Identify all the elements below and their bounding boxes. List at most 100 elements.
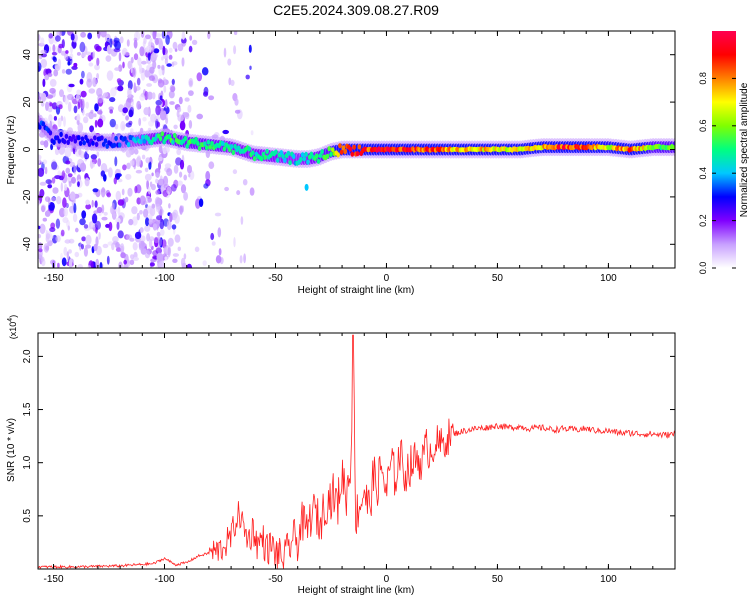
x-tick-label: -150 [44,574,64,585]
spectrogram-ridge-cell [172,132,177,139]
spectrogram-noise-cell [86,78,93,88]
spectrogram-noise-cell [76,52,81,56]
spectrogram-noise-cell [156,215,163,221]
spectrogram-noise-cell [232,169,238,175]
spectrogram-ridge-cell [229,144,234,150]
spectrogram-noise-cell [151,203,156,209]
spectrogram-noise-cell [171,184,177,192]
spectrogram-ridge-cell [80,136,85,142]
spectrogram-noise-cell [81,243,84,250]
spectrogram-noise-cell [177,43,184,52]
spectrogram-ridge-cell [64,133,69,139]
spectrogram-noise-cell [188,90,194,96]
spectrogram-noise-cell [122,61,125,69]
spectrogram-noise-cell [52,44,56,53]
spectrogram-ridge-cell [220,140,225,147]
y-tick-label: -20 [22,189,33,204]
spectrogram-noise-cell [66,251,70,260]
x-tick-label: 50 [492,574,504,585]
snr-series [38,334,675,569]
colorbar-tick-label: 0.4 [698,167,708,180]
spectrogram-noise-cell [38,234,42,239]
snr-frame [37,332,676,570]
spectrogram-noise-cell [198,198,204,207]
spectrogram-noise-cell [95,236,99,247]
spectrogram-ridge-cell [315,153,319,159]
spectrogram-noise-cell [133,37,138,42]
spectrogram-noise-cell [144,34,151,40]
spectrogram-noise-cell [67,101,72,112]
figure-title: C2E5.2024.309.08.27.R09 [273,2,439,18]
spectrogram-noise-cell [183,253,187,260]
spectrogram-noise-cell [153,48,160,54]
spectrogram-noise-cell [73,62,78,68]
spectrogram-ridge-cell [265,148,269,154]
spectrogram-ridge-cell [78,140,83,146]
spectrogram-noise-cell [56,196,62,205]
spectrogram-ridge-cell [94,141,99,147]
spectrogram-noise-cell [114,67,120,71]
spectrogram-noise-cell [110,87,117,97]
spectrogram-ridge-cell [302,156,307,162]
spectrogram-noise-cell [109,109,113,114]
spectrogram-noise-cell [127,60,132,69]
spectrogram-ridge-cell [183,135,188,142]
spectrogram-noise-cell [149,181,153,188]
spectrogram-noise-cell [138,243,145,251]
spectrogram-noise-cell [70,33,75,41]
spectrogram-xlabel: Height of straight line (km) [298,285,415,296]
spectrogram-noise-cell [164,256,168,261]
spectrogram-noise-cell [94,103,99,112]
x-tick-label: -150 [44,273,64,284]
spectrogram-noise-cell [196,113,203,120]
spectrogram-noise-cell [68,83,75,88]
spectrogram-noise-cell [89,161,96,168]
spectrogram-noise-cell [92,77,97,88]
spectrogram-ridge-cell [41,121,46,127]
spectrogram-noise-cell [95,258,100,268]
spectrogram-noise-cell [177,106,182,113]
spectrogram-ridge-cell [348,146,353,152]
spectrogram-noise-cell [73,165,77,175]
spectrogram-noise-cell [123,102,131,109]
spectrogram-noise-cell [211,241,216,246]
spectrogram-noise-cell [148,75,155,81]
spectrogram-noise-cell [148,238,153,248]
spectrogram-noise-cell [117,206,121,215]
spectrogram-noise-cell [158,156,163,162]
spectrogram-noise-cell [165,34,170,46]
spectrogram-noise-cell [61,170,66,179]
spectrogram-ridge-cell [222,146,227,152]
spectrogram-noise-cell [67,225,71,231]
spectrogram-noise-cell [178,96,183,105]
colorbar-tick-label: 0.0 [698,262,708,275]
spectrogram-noise-cell [205,170,211,181]
spectrogram-noise-cell [80,31,86,38]
spectrogram-noise-cell [87,32,93,40]
spectrogram-noise-cell [85,101,89,109]
spectrogram-ridge-cell [275,157,280,163]
spectrogram-noise-cell [163,246,167,252]
spectrogram-noise-cell [157,64,161,69]
spectrogram-noise-cell [128,218,134,226]
spectrogram-noise-cell [161,31,166,39]
spectrogram-noise-cell [184,97,190,102]
spectrogram-ridge-cell [93,135,97,141]
spectrogram-ridge-cell [141,134,145,140]
spectrogram-noise-cell [169,84,176,92]
spectrogram-noise-cell [55,35,61,42]
spectrogram-noise-cell [129,106,134,117]
spectrogram-noise-cell [181,57,185,67]
spectrogram-noise-cell [144,173,152,181]
spectrogram-noise-cell [100,170,106,177]
spectrogram-noise-cell [218,248,222,256]
spectrogram-ridge-cell [142,138,147,144]
spectrogram-noise-cell [133,53,139,61]
spectrogram-noise-cell [101,187,106,198]
spectrogram-noise-cell [40,49,47,54]
spectrogram-noise-cell [77,181,80,188]
spectrogram-ridge-cell [77,135,81,141]
spectrogram-noise-cell [126,39,130,47]
spectrogram-noise-cell [145,45,152,53]
spectrogram-noise-cell [68,249,72,254]
